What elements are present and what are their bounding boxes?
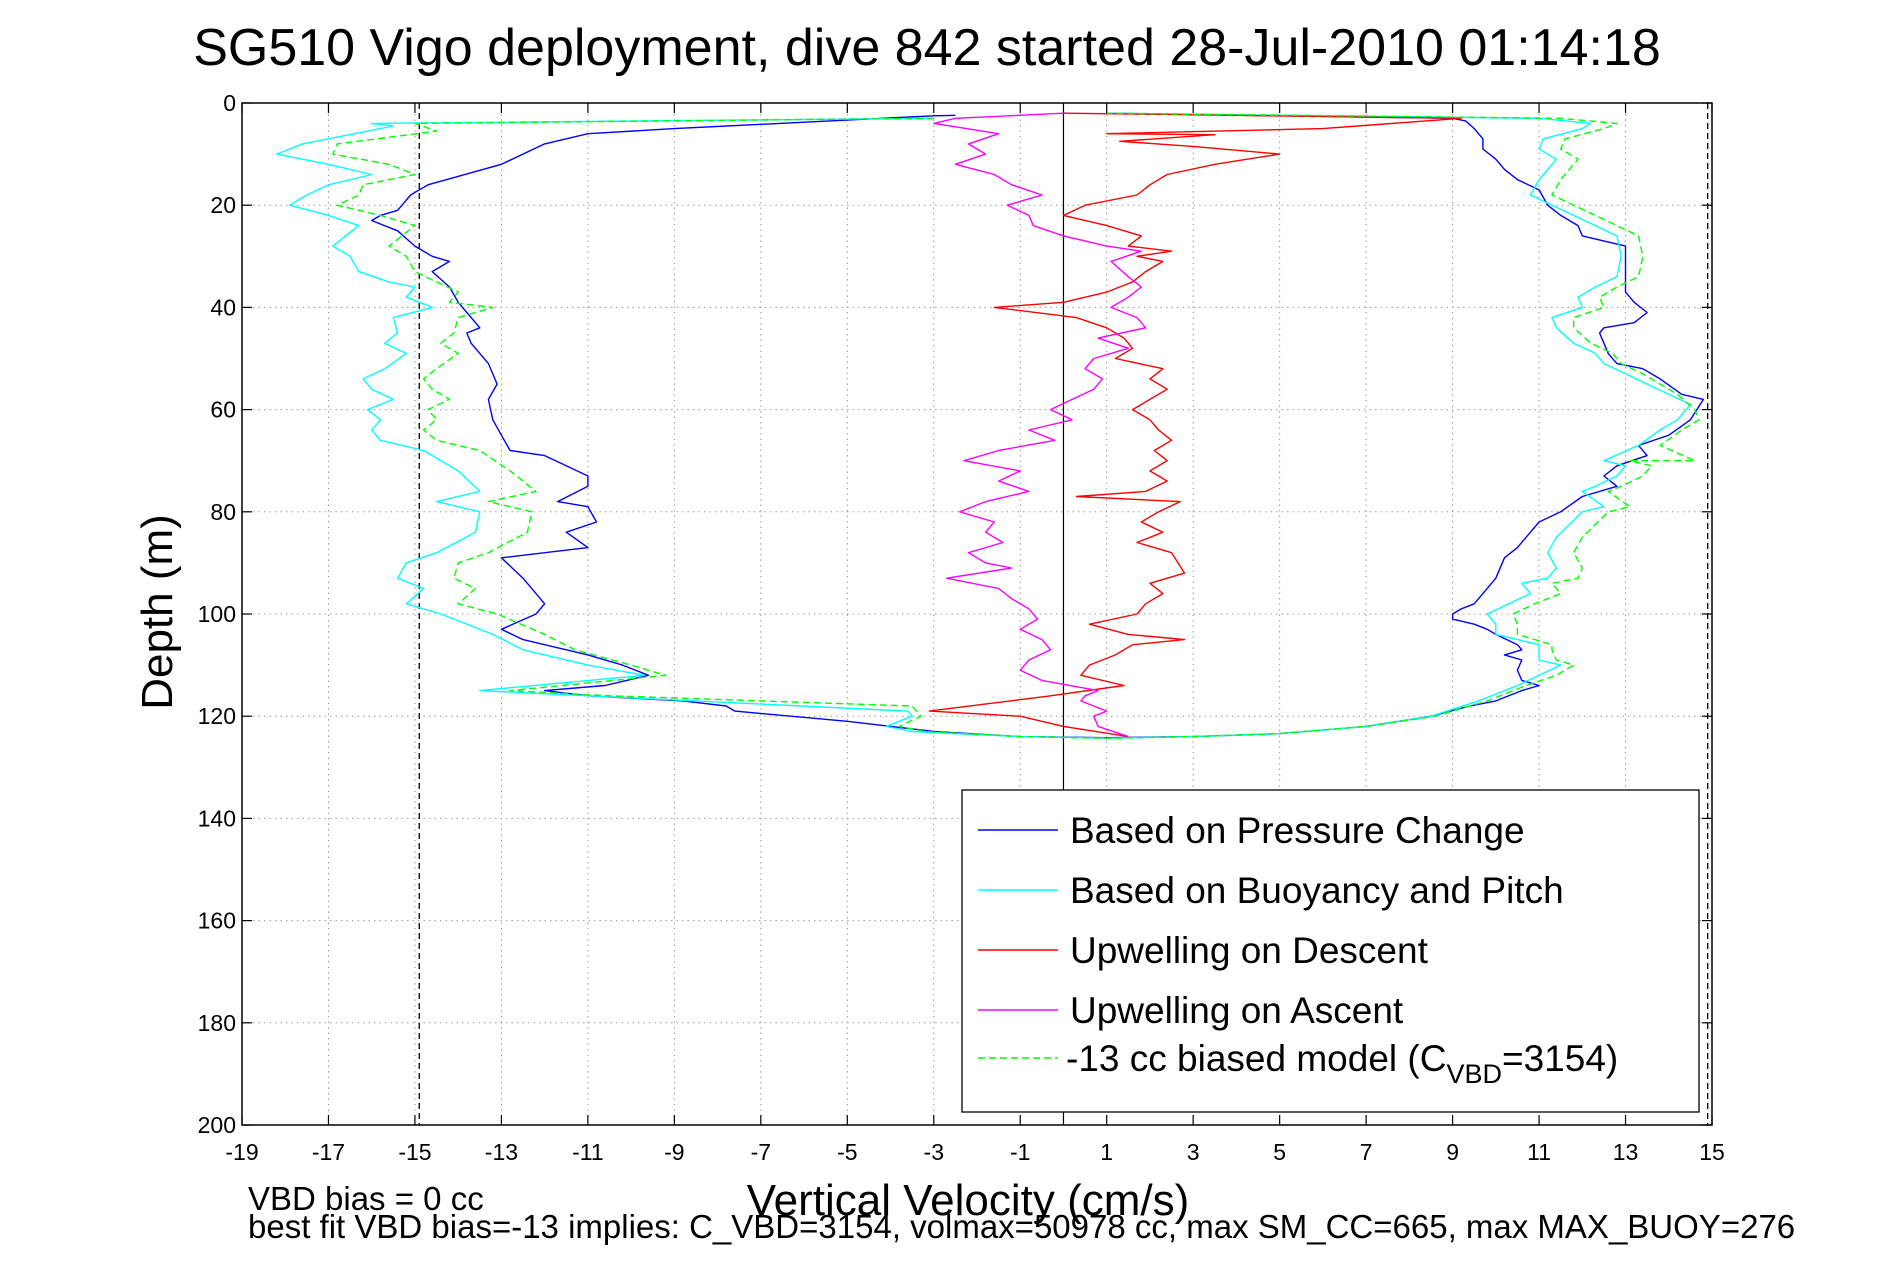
series-group xyxy=(275,112,1705,739)
x-axis-label: Vertical Velocity (cm/s) xyxy=(747,1176,1190,1225)
legend-model-subscript: VBD xyxy=(1446,1059,1502,1089)
y-tick-label: 80 xyxy=(210,499,236,525)
y-tick-label: 20 xyxy=(210,192,236,218)
legend-model-suffix: =3154) xyxy=(1502,1038,1618,1079)
series-line xyxy=(275,112,1692,739)
y-tick-label: 120 xyxy=(198,703,236,729)
x-tick-label: -15 xyxy=(398,1139,431,1165)
legend: Based on Pressure Change Based on Buoyanc… xyxy=(961,789,1700,1113)
y-tick-label: 40 xyxy=(210,294,236,320)
chart-title: SG510 Vigo deployment, dive 842 started … xyxy=(193,19,1661,77)
x-tick-label: -5 xyxy=(837,1139,857,1165)
x-tick-label: 11 xyxy=(1527,1139,1551,1165)
legend-label: Upwelling on Descent xyxy=(1070,930,1429,971)
legend-label-model: -13 cc biased model (CVBD=3154) xyxy=(1066,1038,1618,1089)
x-tick-label: 9 xyxy=(1446,1139,1459,1165)
x-tick-label: 3 xyxy=(1187,1139,1200,1165)
y-tick-label: 60 xyxy=(210,397,236,423)
x-tick-label: 5 xyxy=(1273,1139,1286,1165)
y-tick-label: 140 xyxy=(198,805,236,831)
x-tick-label: -9 xyxy=(664,1139,684,1165)
best-fit-note: best fit VBD bias=-13 implies: C_VBD=315… xyxy=(248,1208,1796,1245)
x-tick-label: -3 xyxy=(924,1139,944,1165)
x-tick-label: -17 xyxy=(312,1139,345,1165)
legend-box xyxy=(961,789,1700,1113)
legend-label: Upwelling on Ascent xyxy=(1070,990,1404,1031)
y-tick-label: 100 xyxy=(198,601,236,627)
legend-label: Based on Buoyancy and Pitch xyxy=(1070,870,1564,911)
y-axis: 0 20 40 60 80 100 120 140 160 180 200 xyxy=(198,90,1712,1138)
x-tick-label: 13 xyxy=(1613,1139,1639,1165)
series-line xyxy=(928,112,1462,738)
y-tick-label: 200 xyxy=(198,1112,236,1138)
series-line xyxy=(332,112,1700,739)
x-tick-label: 1 xyxy=(1100,1139,1113,1165)
y-tick-label: 180 xyxy=(198,1010,236,1036)
series-line xyxy=(933,112,1147,738)
x-axis: -19 -17 -15 -13 -11 -9 -7 -5 -3 -1 1 3 5 7 9 11 13 15 xyxy=(225,103,1725,1165)
x-tick-label: 15 xyxy=(1699,1139,1725,1165)
y-tick-label: 160 xyxy=(198,908,236,934)
y-tick-label: 0 xyxy=(223,90,236,116)
legend-model-prefix: -13 cc biased model (C xyxy=(1066,1038,1446,1079)
x-tick-label: -1 xyxy=(1010,1139,1030,1165)
vbd-bias-note: VBD bias = 0 cc xyxy=(248,1180,484,1217)
legend-label: Based on Pressure Change xyxy=(1070,810,1525,851)
x-tick-label: -19 xyxy=(225,1139,258,1165)
x-tick-label: 7 xyxy=(1360,1139,1373,1165)
x-tick-label: -11 xyxy=(572,1139,604,1165)
y-axis-label: Depth (m) xyxy=(133,514,182,710)
x-tick-label: -13 xyxy=(485,1139,518,1165)
x-tick-label: -7 xyxy=(751,1139,771,1165)
